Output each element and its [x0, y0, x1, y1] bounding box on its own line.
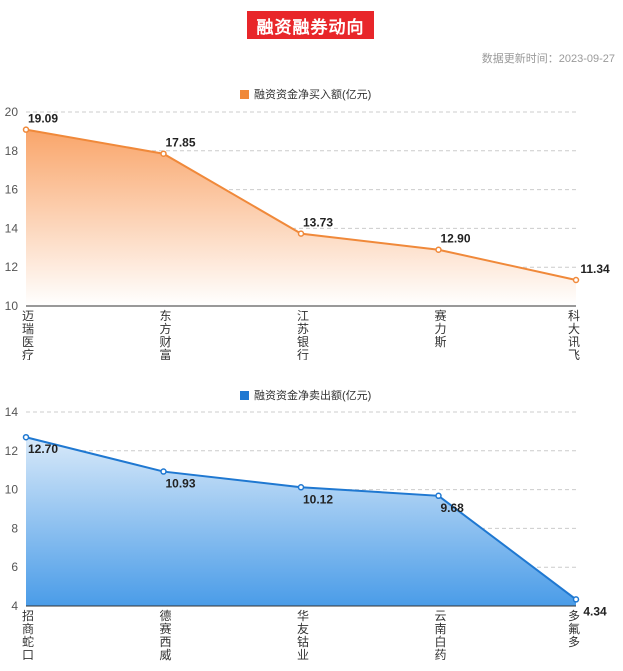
buy-ytick-label: 12 — [5, 260, 19, 274]
buy-data-label: 17.85 — [166, 136, 196, 150]
buy-data-label: 12.90 — [441, 232, 471, 246]
legend-sell[interactable]: 融资资金净卖出额(亿元) — [240, 387, 371, 403]
sell-point[interactable] — [22, 433, 30, 441]
buy-xtick-label: 江苏银行 — [297, 309, 309, 360]
sell-xtick-label: 德赛西威 — [159, 608, 171, 662]
sell-data-label: 4.34 — [583, 604, 607, 618]
legend-sell-label: 融资资金净卖出额(亿元) — [254, 390, 372, 402]
buy-ytick-label: 18 — [5, 144, 19, 158]
buy-xtick-label: 科大讯飞 — [568, 309, 580, 360]
update-time: 数据更新时间：2023-09-27 — [481, 53, 615, 65]
sell-data-label: 9.68 — [441, 501, 465, 515]
buy-ytick-label: 16 — [5, 183, 19, 197]
sell-point[interactable] — [297, 484, 305, 491]
page-title: 融资融券动向 — [247, 11, 374, 39]
sell-xtick-label: 多氟多 — [568, 609, 580, 649]
sell-ytick-label: 14 — [5, 405, 19, 419]
buy-chart: 10 12 14 16 18 20 19.09 17.85 13.73 12.90 11.34 迈瑞医… — [5, 105, 610, 360]
sell-data-label: 10.12 — [303, 492, 333, 506]
buy-point[interactable] — [160, 150, 167, 157]
buy-xtick-label: 迈瑞医疗 — [22, 309, 34, 360]
buy-ytick-label: 14 — [5, 221, 19, 235]
sell-xtick-label: 华友钴业 — [297, 609, 309, 662]
sell-ytick-label: 12 — [5, 444, 19, 458]
buy-point[interactable] — [435, 246, 442, 253]
sell-point[interactable] — [572, 596, 580, 603]
sell-ytick-label: 8 — [11, 521, 18, 535]
buy-data-label: 13.73 — [303, 216, 333, 230]
sell-chart: 4 6 8 10 12 14 12.70 10.93 10.12 9.68 4.34 招商蛇口 德赛西威… — [5, 405, 607, 662]
buy-data-label: 11.34 — [580, 262, 610, 276]
buy-point[interactable] — [572, 276, 580, 284]
sell-xtick-label: 云南白药 — [434, 609, 446, 662]
buy-ytick-label: 20 — [5, 105, 19, 119]
legend-buy-label: 融资资金净买入额(亿元) — [254, 89, 372, 101]
buy-point[interactable] — [22, 126, 30, 133]
sell-ytick-label: 10 — [5, 483, 19, 497]
sell-xtick-label: 招商蛇口 — [22, 609, 34, 662]
legend-buy-swatch — [240, 89, 249, 99]
sell-ytick-label: 4 — [11, 599, 18, 613]
buy-area — [26, 129, 576, 306]
sell-point[interactable] — [160, 468, 167, 475]
buy-xtick-label: 赛力斯 — [434, 308, 446, 349]
sell-area — [26, 437, 576, 606]
buy-data-label: 19.09 — [28, 112, 58, 126]
sell-ytick-label: 6 — [11, 560, 18, 574]
sell-data-label: 10.93 — [166, 477, 196, 491]
legend-sell-swatch — [240, 390, 249, 400]
buy-point[interactable] — [297, 230, 305, 237]
buy-xtick-label: 东方财富 — [159, 309, 171, 360]
legend-buy[interactable]: 融资资金净买入额(亿元) — [240, 86, 371, 102]
buy-ytick-label: 10 — [5, 299, 19, 313]
sell-point[interactable] — [435, 492, 442, 500]
sell-data-label: 12.70 — [28, 442, 58, 456]
